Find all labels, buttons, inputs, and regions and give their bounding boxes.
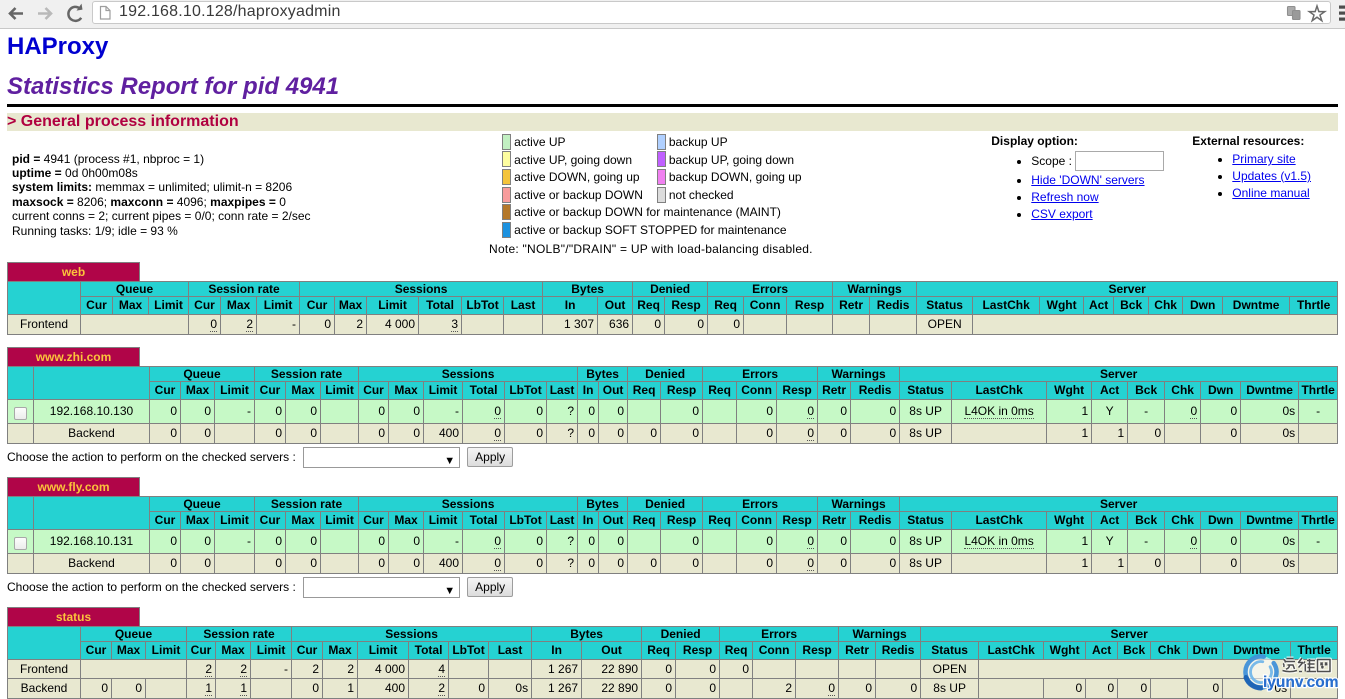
svg-text:iyunv.com: iyunv.com (1263, 674, 1339, 691)
svg-text:iyunv.com: iyunv.com (1263, 674, 1339, 691)
